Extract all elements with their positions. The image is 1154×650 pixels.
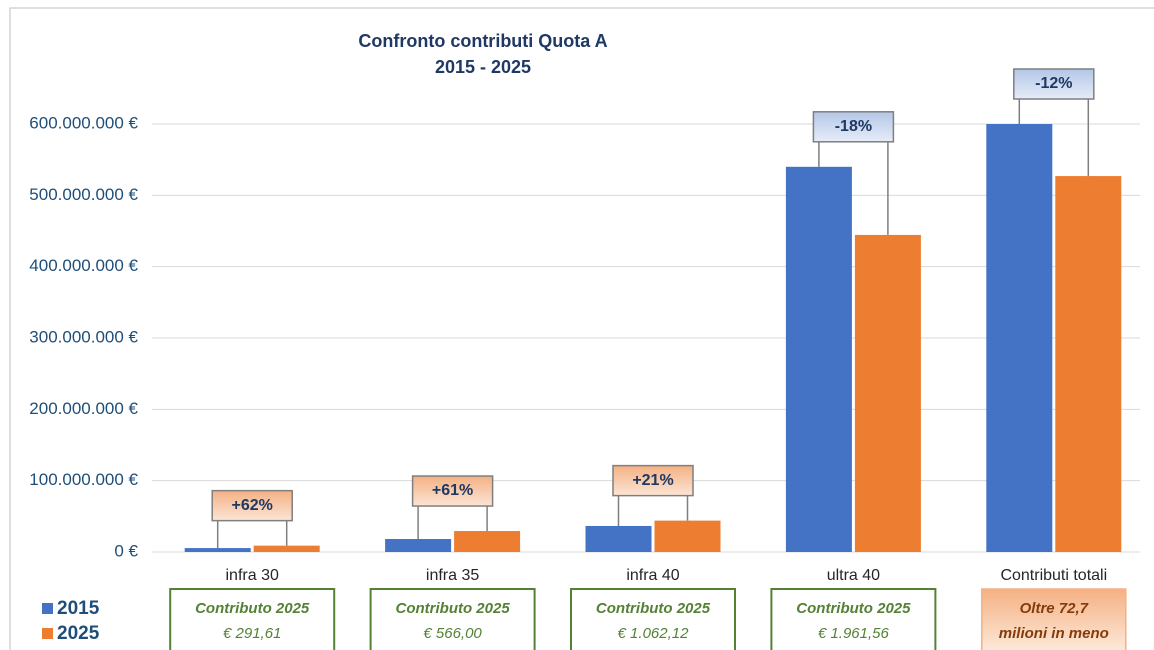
- chart-border: [9, 7, 1154, 650]
- x-tick-label: ultra 40: [827, 567, 880, 584]
- bar: [1055, 176, 1122, 552]
- note-value: € 1.062,12: [618, 625, 690, 642]
- note-line: milioni in meno: [999, 625, 1109, 642]
- note-box: [770, 588, 937, 650]
- y-tick-label: 100.000.000 €: [29, 470, 138, 489]
- y-tick-label: 400.000.000 €: [29, 256, 138, 275]
- x-tick-label: infra 35: [426, 567, 479, 584]
- change-label: -12%: [1035, 75, 1072, 92]
- x-tick-label: infra 40: [626, 567, 679, 584]
- legend-swatch: [42, 628, 53, 639]
- change-box: [211, 489, 293, 522]
- change-box: [1013, 68, 1095, 100]
- note-title: Contributo 2025: [396, 600, 511, 617]
- bar: [785, 166, 852, 553]
- bar: [854, 234, 921, 552]
- note-box: [981, 588, 1127, 650]
- note-box: [169, 588, 336, 650]
- change-box: [411, 475, 494, 507]
- y-tick-label: 500.000.000 €: [29, 185, 138, 204]
- note-value: € 566,00: [423, 625, 482, 642]
- note-box: [369, 588, 536, 650]
- bar: [986, 124, 1053, 552]
- x-tick-label: infra 30: [226, 567, 279, 584]
- change-label: +21%: [632, 472, 673, 489]
- y-tick-label: 0 €: [114, 541, 138, 560]
- chart-subtitle: 2015 - 2025: [435, 57, 531, 77]
- y-tick-label: 200.000.000 €: [29, 399, 138, 418]
- note-value: € 291,61: [223, 625, 281, 642]
- change-box: [612, 464, 694, 497]
- legend-swatch: [42, 603, 53, 614]
- bar: [454, 531, 521, 552]
- bar: [184, 548, 251, 552]
- bar: [585, 525, 652, 552]
- change-label: -18%: [835, 118, 872, 135]
- legend-label: 2025: [57, 623, 100, 644]
- note-box: [570, 588, 736, 650]
- bar: [654, 520, 721, 552]
- note-title: Contributo 2025: [596, 600, 711, 617]
- legend-label: 2015: [57, 598, 100, 619]
- change-label: +62%: [232, 497, 273, 514]
- change-box: [812, 111, 895, 143]
- bar: [253, 545, 320, 552]
- note-title: Contributo 2025: [796, 600, 911, 617]
- note-title: Contributo 2025: [195, 600, 310, 617]
- note-value: € 1.961,56: [818, 625, 890, 642]
- y-tick-label: 300.000.000 €: [29, 327, 138, 346]
- note-line: Oltre 72,7: [1020, 600, 1089, 617]
- bar: [385, 539, 452, 552]
- y-tick-label: 600.000.000 €: [29, 113, 138, 132]
- x-tick-label: Contributi totali: [1000, 567, 1107, 584]
- chart-title: Confronto contributi Quota A: [358, 31, 607, 51]
- change-label: +61%: [432, 482, 473, 499]
